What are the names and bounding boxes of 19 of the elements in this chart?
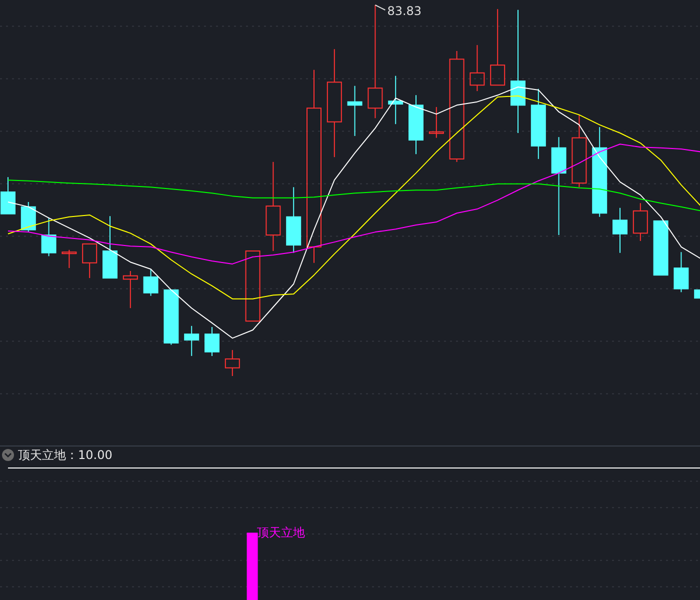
candlestick <box>388 75 404 125</box>
candlestick <box>470 44 485 92</box>
candlestick <box>510 9 526 134</box>
candlestick <box>551 136 566 236</box>
chart-title: 顶天立地：10.00 <box>18 448 112 462</box>
candlestick <box>326 48 342 158</box>
candlestick <box>592 126 608 218</box>
candlestick <box>530 88 546 160</box>
annotation: 顶天立地 <box>256 526 305 540</box>
candlestick <box>306 69 322 264</box>
annotation: 83.83 <box>387 4 422 18</box>
candlestick <box>632 202 648 242</box>
candlestick <box>184 325 200 356</box>
candlestick <box>347 85 362 136</box>
candlestick <box>612 207 628 254</box>
candlestick <box>408 94 424 155</box>
candlestick <box>224 350 240 376</box>
candlestick <box>122 270 138 309</box>
candlestick <box>266 161 281 252</box>
